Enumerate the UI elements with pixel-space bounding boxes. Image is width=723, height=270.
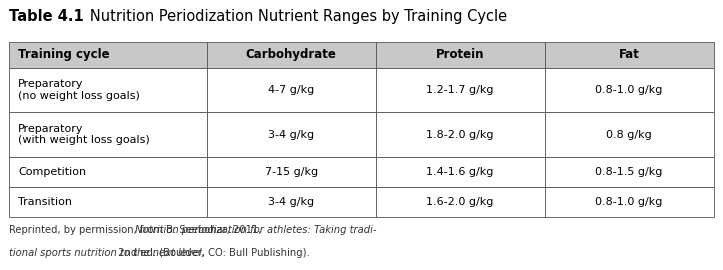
Text: 0.8-1.0 g/kg: 0.8-1.0 g/kg — [596, 197, 663, 207]
Bar — [544, 42, 714, 68]
Bar — [9, 42, 207, 68]
Bar — [544, 112, 714, 157]
Text: Nutrition periodization for athletes: Taking tradi-: Nutrition periodization for athletes: Ta… — [134, 225, 376, 235]
Text: Reprinted, by permission, from B. Seebohar, 2011,: Reprinted, by permission, from B. Seeboh… — [9, 225, 265, 235]
Bar — [9, 68, 207, 112]
Text: Carbohydrate: Carbohydrate — [246, 48, 336, 62]
Bar — [207, 42, 375, 68]
Text: Training cycle: Training cycle — [18, 48, 110, 62]
Bar — [9, 112, 207, 157]
Text: 3-4 g/kg: 3-4 g/kg — [268, 130, 314, 140]
Bar — [207, 187, 375, 217]
Text: tional sports nutrition to the next level,: tional sports nutrition to the next leve… — [9, 248, 205, 258]
Text: 0.8 g/kg: 0.8 g/kg — [606, 130, 652, 140]
Text: Fat: Fat — [619, 48, 640, 62]
Text: Competition: Competition — [18, 167, 86, 177]
Text: Nutrition Periodization Nutrient Ranges by Training Cycle: Nutrition Periodization Nutrient Ranges … — [76, 9, 507, 25]
Bar — [375, 68, 544, 112]
Bar — [375, 187, 544, 217]
Bar — [544, 157, 714, 187]
Text: 1.8-2.0 g/kg: 1.8-2.0 g/kg — [427, 130, 494, 140]
Text: Protein: Protein — [436, 48, 484, 62]
Text: 1.4-1.6 g/kg: 1.4-1.6 g/kg — [427, 167, 494, 177]
Bar — [207, 157, 375, 187]
Bar — [544, 68, 714, 112]
Text: 2nd ed. (Boulder, CO: Bull Publishing).: 2nd ed. (Boulder, CO: Bull Publishing). — [115, 248, 309, 258]
Text: 7-15 g/kg: 7-15 g/kg — [265, 167, 317, 177]
Bar — [9, 187, 207, 217]
Bar — [9, 157, 207, 187]
Text: Preparatory
(no weight loss goals): Preparatory (no weight loss goals) — [18, 79, 140, 101]
Bar — [207, 112, 375, 157]
Bar — [375, 112, 544, 157]
Text: 0.8-1.5 g/kg: 0.8-1.5 g/kg — [596, 167, 663, 177]
Text: 3-4 g/kg: 3-4 g/kg — [268, 197, 314, 207]
Bar — [544, 187, 714, 217]
Text: Table 4.1: Table 4.1 — [9, 9, 84, 25]
Text: 1.6-2.0 g/kg: 1.6-2.0 g/kg — [427, 197, 494, 207]
Text: Transition: Transition — [18, 197, 72, 207]
Text: 1.2-1.7 g/kg: 1.2-1.7 g/kg — [427, 85, 494, 95]
Text: 0.8-1.0 g/kg: 0.8-1.0 g/kg — [596, 85, 663, 95]
Bar — [207, 68, 375, 112]
Bar — [375, 42, 544, 68]
Text: Preparatory
(with weight loss goals): Preparatory (with weight loss goals) — [18, 124, 150, 146]
Bar — [375, 157, 544, 187]
Text: 4-7 g/kg: 4-7 g/kg — [268, 85, 315, 95]
